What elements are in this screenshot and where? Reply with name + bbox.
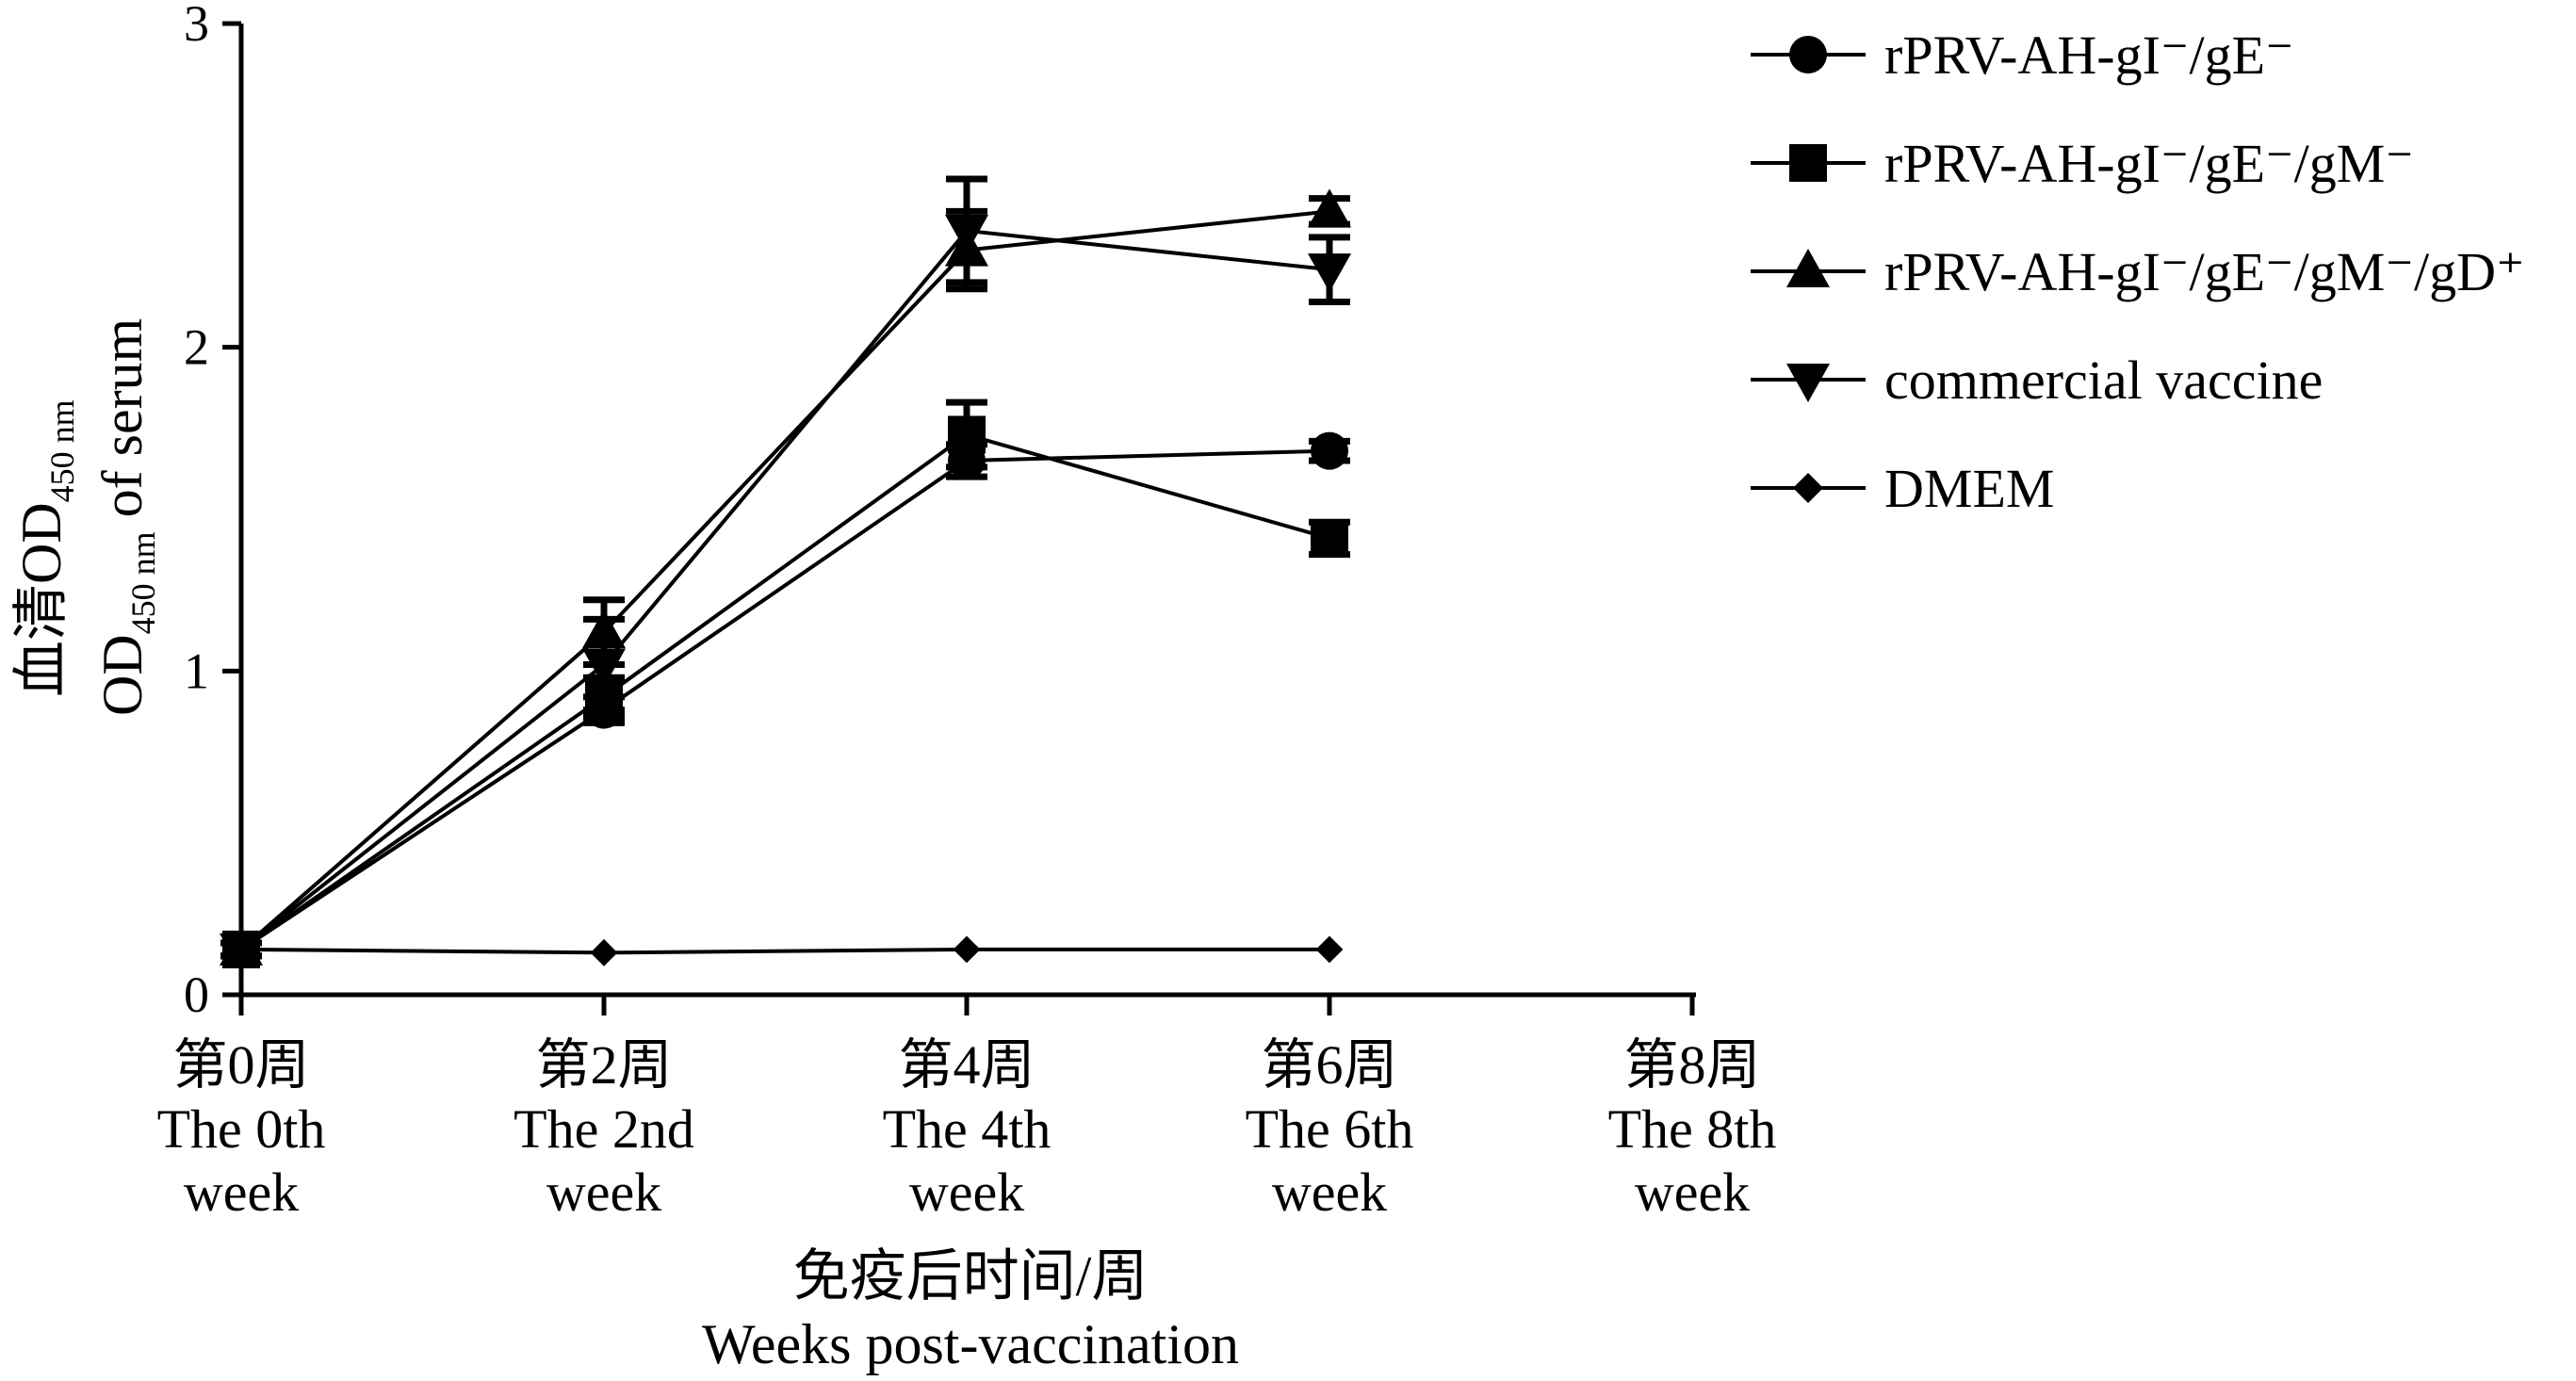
legend-marker-circle <box>1789 36 1827 73</box>
series-diamond <box>227 935 1344 967</box>
y-tick-label: 0 <box>184 967 209 1023</box>
legend-label: rPRV-AH-gI⁻/gE⁻ <box>1884 24 2294 86</box>
series-square <box>220 398 1350 968</box>
legend-item: rPRV-AH-gI⁻/gE⁻/gM⁻/gD⁺ <box>1751 241 2525 302</box>
series-line <box>239 432 1330 951</box>
data-point-diamond <box>953 935 981 964</box>
x-tick-label: 第8周 <box>1623 1034 1760 1096</box>
series-line <box>240 947 1329 955</box>
legend-item: rPRV-AH-gI⁻/gE⁻ <box>1751 24 2294 86</box>
y-axis-title-en: OD450 nm of serum <box>91 318 162 716</box>
legend-item: rPRV-AH-gI⁻/gE⁻/gM⁻ <box>1751 133 2414 194</box>
x-tick-label: 第2周 <box>535 1034 672 1096</box>
x-tick-label: The 8th <box>1608 1098 1777 1160</box>
series-line <box>239 448 1330 951</box>
series-triangle-down <box>220 175 1351 972</box>
x-tick-label: week <box>909 1162 1024 1223</box>
legend-label: DMEM <box>1884 458 2054 519</box>
y-axis-title-zh: 血清OD450 nm <box>10 399 81 697</box>
data-point-circle <box>1311 431 1348 470</box>
legend-label: commercial vaccine <box>1884 349 2323 411</box>
data-point-triangle-down <box>945 214 988 253</box>
axes <box>238 24 1696 998</box>
x-axis-title-zh: 免疫后时间/周 <box>793 1245 1149 1308</box>
data-point-triangle-up <box>1308 188 1351 228</box>
legend: rPRV-AH-gI⁻/gE⁻ rPRV-AH-gI⁻/gE⁻/gM⁻ rPRV-A… <box>1751 24 2525 519</box>
series-triangle-up <box>220 188 1351 966</box>
y-tick-label: 3 <box>184 0 209 52</box>
y-tick-label: 1 <box>184 642 209 699</box>
legend-label: rPRV-AH-gI⁻/gE⁻/gM⁻/gD⁺ <box>1884 241 2525 302</box>
x-tick-label: 第6周 <box>1261 1034 1397 1096</box>
series-circle <box>220 431 1350 968</box>
x-tick-label: week <box>546 1162 661 1223</box>
x-tick-label: The 6th <box>1246 1098 1414 1160</box>
series-layer <box>220 175 1351 972</box>
legend-marker-triangle-up <box>1786 249 1830 287</box>
data-point-triangle-down <box>582 648 626 688</box>
x-tick-label: week <box>1272 1162 1387 1223</box>
data-point-square <box>948 415 986 454</box>
data-point-triangle-down <box>1308 253 1351 293</box>
x-tick-label: week <box>1635 1162 1750 1223</box>
data-point-diamond <box>1315 935 1344 964</box>
series-line <box>239 228 1330 951</box>
y-tick-label: 2 <box>184 319 209 376</box>
x-tick-label: The 0th <box>157 1098 326 1160</box>
legend-item: commercial vaccine <box>1751 349 2323 411</box>
x-tick-label: The 2nd <box>514 1098 694 1160</box>
x-tick-label: The 4th <box>883 1098 1052 1160</box>
series-line <box>239 209 1330 951</box>
legend-marker-diamond <box>1793 473 1823 503</box>
x-tick-label: week <box>184 1162 299 1223</box>
legend-item: DMEM <box>1751 458 2054 519</box>
y-ticks: 0 1 2 3 <box>184 0 241 1023</box>
data-point-diamond <box>590 938 618 967</box>
legend-label: rPRV-AH-gI⁻/gE⁻/gM⁻ <box>1884 133 2414 194</box>
x-tick-label: 第4周 <box>898 1034 1035 1096</box>
data-point-square <box>1311 519 1348 558</box>
x-tick-label: 第0周 <box>172 1034 309 1096</box>
legend-marker-square <box>1789 144 1827 182</box>
data-point-diamond <box>227 935 255 964</box>
x-axis-title-en: Weeks post-vaccination <box>702 1313 1239 1375</box>
legend-marker-triangle-down <box>1786 364 1830 402</box>
